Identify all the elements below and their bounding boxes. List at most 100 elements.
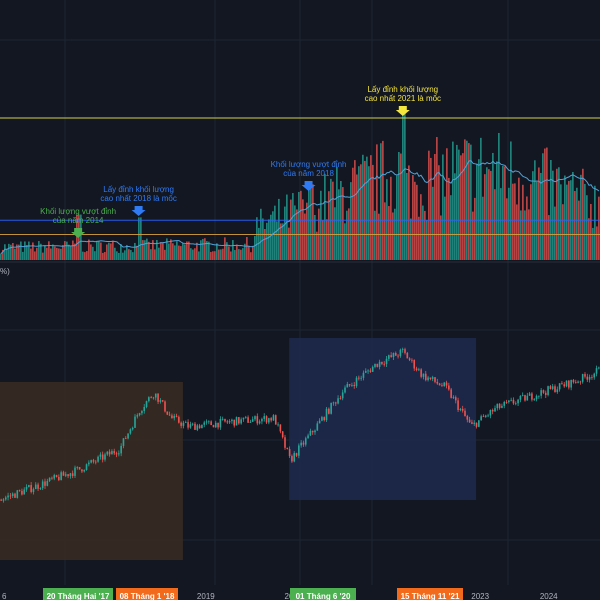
volume-bar xyxy=(392,212,394,260)
volume-bar xyxy=(446,148,448,260)
volume-bar xyxy=(450,195,452,260)
volume-bar xyxy=(376,144,378,260)
highlight-zone xyxy=(0,382,183,560)
candle-body xyxy=(362,372,365,378)
candle-body xyxy=(2,499,5,501)
volume-bar xyxy=(452,141,454,260)
candle-body xyxy=(166,411,169,415)
volume-ma-line xyxy=(0,160,600,254)
volume-bar xyxy=(492,152,494,260)
volume-bar xyxy=(68,244,70,260)
volume-bar xyxy=(298,191,300,260)
volume-bar xyxy=(454,173,456,260)
volume-bar xyxy=(538,167,540,260)
candle-body xyxy=(219,418,222,428)
candle-body xyxy=(441,385,443,387)
volume-bar xyxy=(242,248,244,260)
volume-bar xyxy=(90,244,92,260)
candle-body xyxy=(328,408,330,414)
candle-body xyxy=(577,381,579,383)
volume-bar xyxy=(282,223,284,260)
candle-body xyxy=(420,369,422,377)
candle-body xyxy=(37,484,39,489)
volume-bar xyxy=(266,222,268,260)
volume-bar xyxy=(102,252,104,260)
candle-body xyxy=(25,486,28,490)
candle-body xyxy=(376,363,379,367)
candle-body xyxy=(337,398,339,404)
volume-bar xyxy=(48,241,50,260)
volume-bar xyxy=(288,227,290,260)
volume-bar xyxy=(152,240,154,260)
volume-bar xyxy=(12,243,14,260)
volume-bar xyxy=(212,251,214,260)
candle-body xyxy=(212,425,215,428)
candle-body xyxy=(286,447,289,450)
volume-bar xyxy=(480,137,482,260)
candle-body xyxy=(134,416,136,428)
candle-body xyxy=(466,416,469,420)
volume-bar xyxy=(32,242,34,260)
volume-bar xyxy=(482,196,484,260)
candle-body xyxy=(443,382,446,387)
volume-bar xyxy=(422,205,424,260)
volume-bar xyxy=(596,226,598,260)
volume-bar xyxy=(168,243,170,260)
volume-pane-label: %) xyxy=(0,267,10,276)
candle-body xyxy=(191,423,194,425)
annotation-text-line: cao nhất 2021 là mốc xyxy=(365,94,442,103)
candle-body xyxy=(115,453,118,455)
candle-body xyxy=(265,416,268,423)
candle-body xyxy=(360,377,362,379)
candle-body xyxy=(55,475,58,477)
candle-body xyxy=(39,488,42,489)
candle-body xyxy=(348,384,351,386)
volume-bar xyxy=(576,187,578,260)
candle-body xyxy=(551,386,554,389)
annotation-arrow-icon xyxy=(395,106,410,116)
annotation-text-line: Khối lượng vượt đỉnh xyxy=(40,207,116,216)
volume-bar xyxy=(502,165,504,260)
candle-body xyxy=(291,456,293,462)
candle-body xyxy=(415,368,418,371)
volume-bar xyxy=(54,246,56,260)
candle-body xyxy=(106,451,109,455)
candle-body xyxy=(23,489,26,495)
candle-body xyxy=(431,377,434,379)
volume-bar xyxy=(134,242,136,260)
volume-bar xyxy=(560,184,562,260)
candle-body xyxy=(300,442,302,446)
volume-bar xyxy=(558,167,560,260)
volume-bar xyxy=(44,245,46,260)
candle-body xyxy=(279,424,282,432)
volume-bar xyxy=(82,251,84,260)
volume-bar xyxy=(92,246,94,260)
candle-body xyxy=(180,422,182,426)
candle-body xyxy=(561,383,563,385)
volume-bar xyxy=(146,238,148,260)
volume-bar xyxy=(564,175,566,260)
volume-bar xyxy=(208,241,210,260)
volume-bar xyxy=(66,241,68,260)
volume-bar xyxy=(518,177,520,260)
volume-bar xyxy=(484,174,486,260)
candle-body xyxy=(205,421,208,423)
volume-bar xyxy=(60,248,62,260)
candle-body xyxy=(394,353,397,356)
volume-bar xyxy=(18,244,20,260)
volume-bar xyxy=(338,189,340,260)
volume-bar xyxy=(248,245,250,260)
volume-bar xyxy=(284,206,286,260)
volume-bar xyxy=(196,242,198,260)
candle-body xyxy=(157,393,159,402)
volume-bar xyxy=(130,249,132,260)
candle-body xyxy=(258,421,261,424)
candle-body xyxy=(503,401,506,406)
candle-body xyxy=(544,392,547,395)
volume-bar xyxy=(56,247,58,260)
volume-bar xyxy=(462,153,464,260)
candle-body xyxy=(501,405,503,408)
volume-bar xyxy=(386,179,388,260)
candle-body xyxy=(371,366,374,372)
